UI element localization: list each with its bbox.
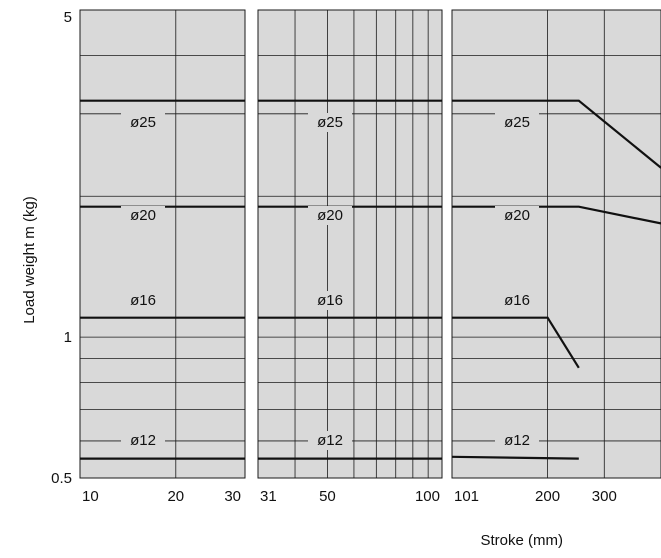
x-tick-label: 200 <box>535 488 560 505</box>
series-label-0-2: ø16 <box>130 292 156 309</box>
series-label-0-3: ø12 <box>130 432 156 449</box>
x-tick-label: 20 <box>167 488 184 505</box>
series-line-2-3 <box>451 455 579 460</box>
x-tick-label: 300 <box>592 488 617 505</box>
series-label-bg <box>495 206 539 225</box>
series-label-bg <box>308 113 352 132</box>
series-label-bg <box>495 291 539 310</box>
x-axis-label: Stroke (mm) <box>481 532 564 549</box>
chart-panel-3: ø25 ø20 ø16 ø12 101 200 300 <box>451 9 661 505</box>
series-label-bg <box>308 431 352 450</box>
y-tick-label: 1 <box>64 329 72 346</box>
series-label-0-1: ø20 <box>130 207 156 224</box>
chart-panel-2: ø25 ø20 ø16 ø12 31 50 100 <box>257 9 443 505</box>
series-label-1-0: ø25 <box>317 114 343 131</box>
series-label-bg <box>495 113 539 132</box>
series-label-2-0: ø25 <box>504 114 530 131</box>
x-tick-label: 30 <box>224 488 241 505</box>
x-tick-label: 31 <box>260 488 277 505</box>
series-label-bg <box>121 206 165 225</box>
series-label-0-0: ø25 <box>130 114 156 131</box>
series-label-bg <box>308 291 352 310</box>
panel-background <box>79 9 246 479</box>
series-label-bg <box>308 206 352 225</box>
series-label-2-3: ø12 <box>504 432 530 449</box>
panel-background <box>257 9 443 479</box>
series-label-bg <box>121 113 165 132</box>
x-tick-label: 100 <box>415 488 440 505</box>
x-tick-label: 10 <box>82 488 99 505</box>
series-label-bg <box>121 291 165 310</box>
series-label-bg <box>495 431 539 450</box>
x-tick-label: 101 <box>454 488 479 505</box>
y-axis-label: Load weight m (kg) <box>21 196 38 324</box>
series-line-2-1 <box>452 205 661 225</box>
series-label-1-3: ø12 <box>317 432 343 449</box>
y-tick-labels: 510.5 <box>51 9 72 487</box>
series-label-2-2: ø16 <box>504 292 530 309</box>
x-tick-label: 50 <box>319 488 336 505</box>
panel-background <box>451 9 661 479</box>
series-line-2-2 <box>452 316 580 369</box>
series-label-1-1: ø20 <box>317 207 343 224</box>
series-label-2-1: ø20 <box>504 207 530 224</box>
y-tick-label: 5 <box>64 9 72 26</box>
series-label-1-2: ø16 <box>317 292 343 309</box>
series-label-bg <box>121 431 165 450</box>
chart-panel-1: ø25 ø20 ø16 ø12 10 20 30 <box>79 9 246 505</box>
series-line-2-0 <box>452 99 661 169</box>
y-tick-label: 0.5 <box>51 470 72 487</box>
